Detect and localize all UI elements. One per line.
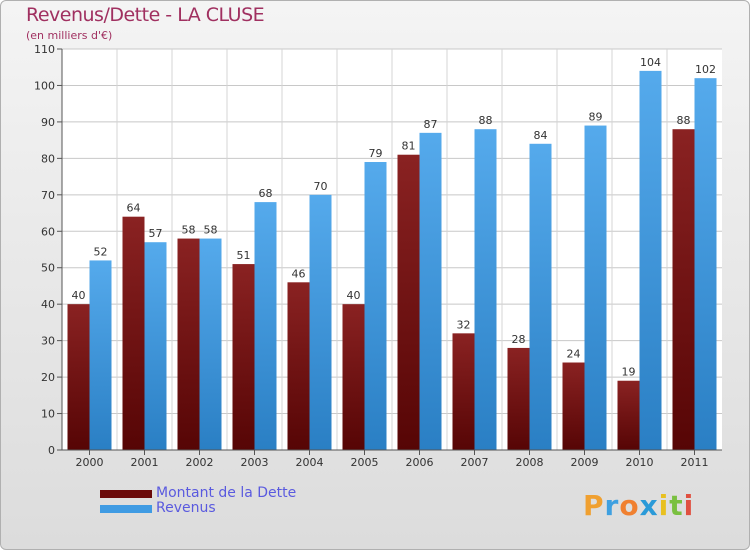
y-tick-label: 70	[41, 189, 55, 202]
data-label: 40	[72, 289, 86, 302]
y-tick-label: 40	[41, 298, 55, 311]
bar-dette	[562, 362, 585, 450]
data-label: 89	[589, 111, 603, 124]
x-tick-label: 2011	[681, 456, 709, 469]
proxiti-logo: Proxiti	[583, 489, 694, 522]
x-tick-label: 2003	[241, 456, 269, 469]
data-label: 58	[182, 224, 196, 237]
bar-revenus	[584, 125, 607, 451]
logo-letter: o	[619, 489, 640, 522]
data-label: 104	[640, 56, 661, 69]
bar-dette	[177, 238, 200, 450]
y-tick-label: 110	[34, 43, 55, 56]
y-tick-label: 0	[48, 444, 55, 457]
bar-revenus	[529, 143, 552, 451]
chart-title: Revenus/Dette - LA CLUSE	[26, 4, 265, 26]
data-label: 70	[314, 180, 328, 193]
data-label: 88	[479, 114, 493, 127]
legend-label-dette: Montant de la Dette	[156, 485, 297, 501]
bar-revenus	[309, 194, 332, 450]
legend-swatch-revenus	[100, 504, 152, 513]
data-label: 64	[127, 202, 141, 215]
x-tick-label: 2009	[571, 456, 599, 469]
logo-letter: r	[604, 489, 620, 522]
bar-revenus	[254, 202, 277, 450]
bar-revenus	[199, 238, 222, 450]
x-tick-label: 2007	[461, 456, 489, 469]
data-label: 32	[457, 318, 471, 331]
bar-revenus	[694, 78, 717, 450]
data-label: 57	[149, 227, 163, 240]
data-label: 28	[512, 333, 526, 346]
x-tick-label: 2005	[351, 456, 379, 469]
y-tick-label: 60	[41, 225, 55, 238]
bar-revenus	[364, 162, 387, 450]
bar-dette	[672, 129, 695, 450]
legend-swatch-dette	[100, 489, 152, 498]
x-tick-label: 2010	[626, 456, 654, 469]
y-tick-label: 30	[41, 335, 55, 348]
chart-subtitle: (en milliers d'€)	[26, 29, 113, 42]
data-label: 87	[424, 118, 438, 131]
y-tick-label: 10	[41, 408, 55, 421]
bar-revenus	[474, 129, 497, 450]
legend-item-revenus: Revenus	[100, 501, 296, 516]
bar-dette	[452, 333, 475, 450]
data-label: 88	[677, 114, 691, 127]
data-label: 40	[347, 289, 361, 302]
data-label: 84	[534, 129, 548, 142]
x-tick-label: 2002	[186, 456, 214, 469]
x-tick-label: 2008	[516, 456, 544, 469]
legend-label-revenus: Revenus	[156, 500, 216, 516]
logo-letter: i	[683, 489, 695, 522]
data-label: 102	[695, 63, 716, 76]
y-tick-label: 50	[41, 262, 55, 275]
data-label: 58	[204, 224, 218, 237]
data-label: 68	[259, 187, 273, 200]
data-label: 24	[567, 348, 581, 361]
legend-item-dette: Montant de la Dette	[100, 486, 296, 501]
bar-dette	[232, 264, 255, 450]
bar-dette	[397, 154, 420, 450]
y-tick-label: 20	[41, 371, 55, 384]
logo-letter: t	[669, 489, 684, 522]
data-label: 79	[369, 147, 383, 160]
y-tick-label: 100	[34, 79, 55, 92]
x-tick-label: 2004	[296, 456, 324, 469]
bar-dette	[122, 216, 145, 450]
bar-revenus	[419, 132, 442, 450]
logo-letter: x	[639, 489, 659, 522]
y-tick-label: 90	[41, 116, 55, 129]
x-tick-label: 2001	[131, 456, 159, 469]
bar-revenus	[639, 70, 662, 450]
bar-revenus	[89, 260, 112, 450]
y-tick-label: 80	[41, 152, 55, 165]
bar-revenus	[144, 242, 167, 450]
bar-dette	[287, 282, 310, 450]
x-tick-label: 2006	[406, 456, 434, 469]
bar-dette	[342, 304, 365, 450]
logo-letter: P	[583, 489, 605, 522]
data-label: 46	[292, 267, 306, 280]
data-label: 81	[402, 140, 416, 153]
data-label: 19	[622, 366, 636, 379]
legend: Montant de la Dette Revenus	[100, 486, 296, 516]
x-tick-label: 2000	[76, 456, 104, 469]
bar-dette	[507, 347, 530, 450]
bar-dette	[617, 380, 640, 450]
logo-letter: i	[658, 489, 670, 522]
data-label: 51	[237, 249, 251, 262]
data-label: 52	[94, 245, 108, 258]
bar-dette	[67, 304, 90, 450]
